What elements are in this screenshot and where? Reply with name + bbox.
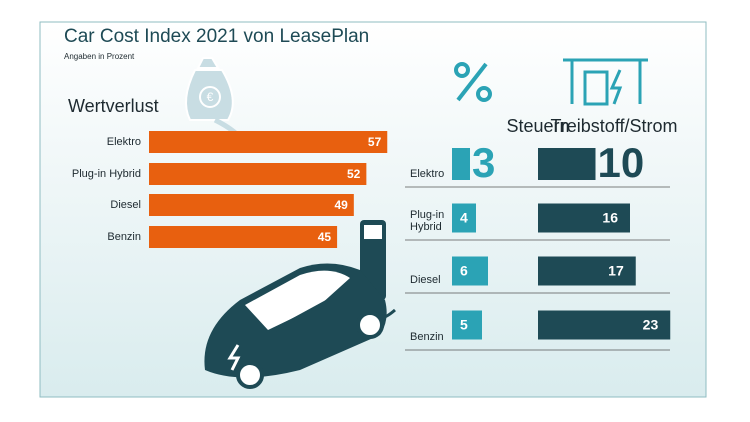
category-label: Elektro — [107, 136, 141, 148]
value-label: 3 — [472, 139, 495, 186]
fuel-icon — [563, 58, 648, 106]
value-label: 10 — [598, 139, 645, 186]
category-label: Benzin — [410, 331, 444, 343]
title: Car Cost Index 2021 von LeasePlan — [64, 26, 369, 47]
percent-icon — [454, 62, 492, 102]
bar — [538, 203, 630, 233]
category-label: Plug-in Hybrid — [72, 168, 141, 180]
car-illustration — [204, 220, 396, 389]
panel-title: Wertverlust — [68, 96, 159, 116]
svg-text:€: € — [207, 90, 214, 104]
category-label: Benzin — [107, 231, 141, 243]
category-label: Elektro — [410, 168, 445, 180]
value-label: 45 — [318, 230, 332, 244]
subtitle: Angaben in Prozent — [64, 52, 135, 61]
bar — [452, 148, 470, 180]
value-label: 5 — [460, 317, 468, 333]
bar — [538, 148, 596, 180]
value-label: 4 — [460, 210, 468, 226]
value-label: 6 — [460, 263, 468, 279]
value-label: 52 — [347, 167, 361, 181]
bar — [149, 226, 338, 248]
series-header: Treibstoff/Strom — [550, 116, 677, 136]
bar — [538, 256, 636, 286]
value-label: 16 — [602, 210, 618, 226]
category-label: Diesel — [110, 199, 141, 211]
bar — [149, 131, 388, 153]
category-label: Diesel — [410, 274, 441, 286]
category-label: Plug-in Hybrid — [410, 209, 445, 233]
bar — [149, 194, 354, 216]
series-header: Steuern — [506, 116, 569, 136]
bar — [452, 203, 476, 233]
bar — [452, 256, 488, 286]
bar — [452, 310, 482, 340]
value-label: 23 — [643, 317, 659, 333]
bar — [149, 163, 367, 185]
value-label: 49 — [334, 198, 348, 212]
value-label: 17 — [608, 263, 624, 279]
value-label: 57 — [368, 135, 382, 149]
bar — [538, 310, 671, 340]
